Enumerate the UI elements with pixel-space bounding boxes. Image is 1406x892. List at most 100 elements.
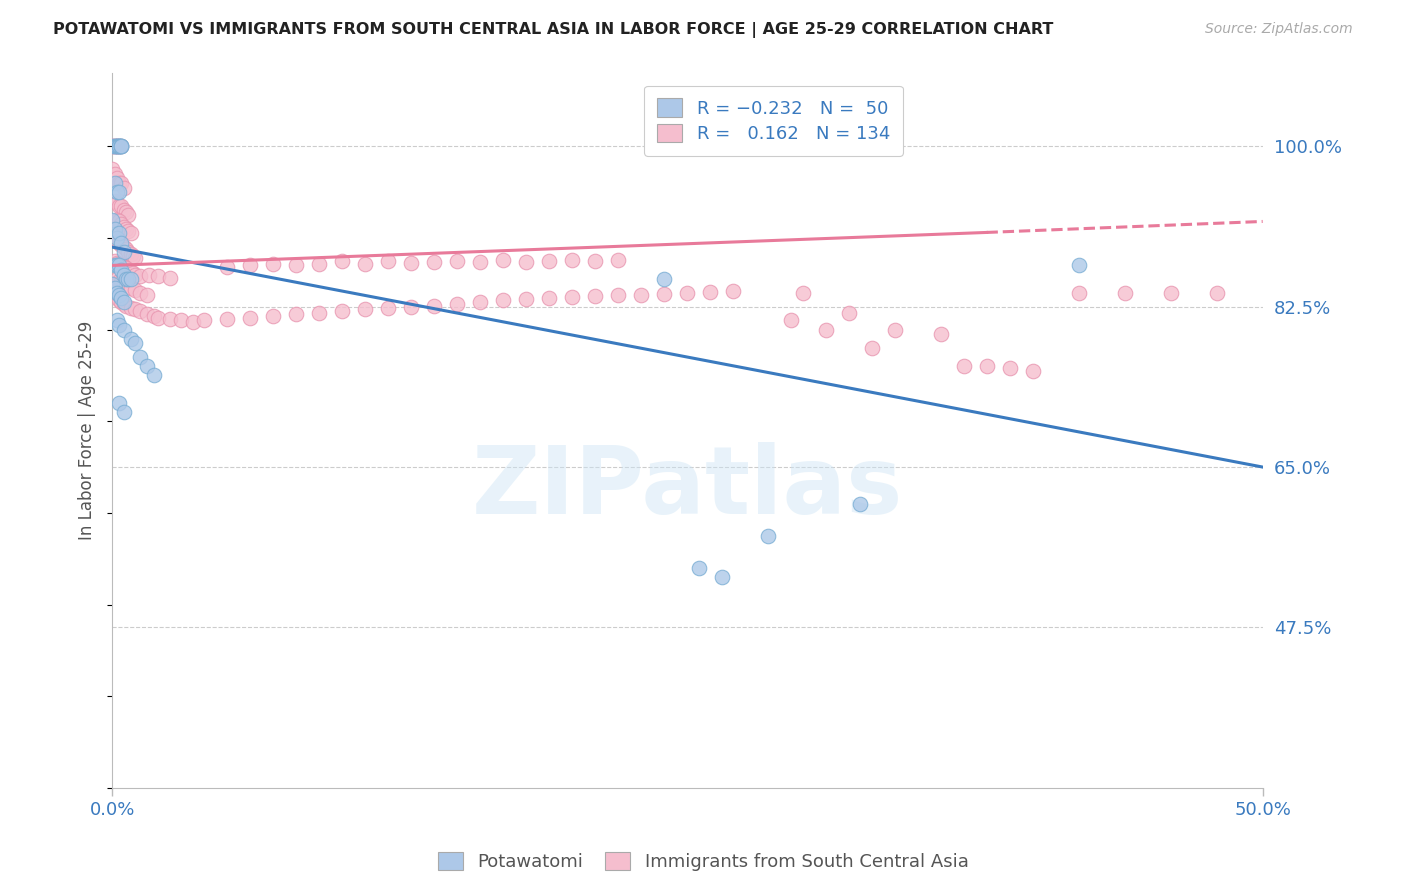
Point <box>108 214 131 228</box>
Text: ZIPatlas: ZIPatlas <box>472 442 903 533</box>
Point <box>108 274 131 288</box>
Point <box>492 252 515 267</box>
Point <box>181 315 204 329</box>
Text: POTAWATOMI VS IMMIGRANTS FROM SOUTH CENTRAL ASIA IN LABOR FORCE | AGE 25-29 CORR: POTAWATOMI VS IMMIGRANTS FROM SOUTH CENT… <box>53 22 1054 38</box>
Point <box>108 257 131 271</box>
Point <box>515 254 537 268</box>
Point <box>105 139 128 153</box>
Point <box>103 253 125 268</box>
Point <box>117 244 139 259</box>
Point <box>128 285 150 300</box>
Point <box>607 252 630 267</box>
Point <box>112 322 135 336</box>
Point <box>120 265 142 279</box>
Point <box>105 272 128 286</box>
Point <box>849 497 872 511</box>
Point <box>120 247 142 261</box>
Point <box>112 180 135 194</box>
Point <box>112 405 135 419</box>
Point <box>952 359 974 374</box>
Legend: R = −0.232   N =  50, R =   0.162   N = 134: R = −0.232 N = 50, R = 0.162 N = 134 <box>644 86 903 156</box>
Point <box>122 266 145 280</box>
Point <box>108 287 131 301</box>
Point <box>101 212 124 227</box>
Point <box>103 231 125 245</box>
Legend: Potawatomi, Immigrants from South Central Asia: Potawatomi, Immigrants from South Centra… <box>430 845 976 879</box>
Point <box>112 295 135 310</box>
Point <box>105 139 128 153</box>
Point <box>1160 285 1182 300</box>
Point <box>814 322 837 336</box>
Point <box>148 269 170 284</box>
Point <box>792 285 814 300</box>
Point <box>676 285 699 300</box>
Point <box>110 217 132 231</box>
Point <box>217 260 239 275</box>
Point <box>883 322 905 336</box>
Point <box>330 253 353 268</box>
Point <box>108 293 131 308</box>
Point <box>285 259 308 273</box>
Point <box>998 361 1021 376</box>
Point <box>285 307 308 321</box>
Point <box>170 313 193 327</box>
Point <box>446 253 468 268</box>
Point <box>120 272 142 286</box>
Point <box>860 341 883 355</box>
Point <box>124 336 146 351</box>
Point <box>101 277 124 291</box>
Point <box>1021 364 1043 378</box>
Point <box>103 139 125 153</box>
Point <box>377 301 399 315</box>
Point <box>470 254 492 268</box>
Point <box>117 208 139 222</box>
Point <box>354 257 377 271</box>
Point <box>159 271 181 285</box>
Point <box>538 291 561 305</box>
Point <box>110 275 132 289</box>
Point <box>124 268 146 282</box>
Point <box>561 290 583 304</box>
Point <box>120 301 142 315</box>
Point <box>124 283 146 297</box>
Point <box>377 253 399 268</box>
Point <box>105 185 128 199</box>
Point <box>115 261 138 276</box>
Point <box>1205 285 1227 300</box>
Point <box>723 284 745 298</box>
Point <box>115 278 138 293</box>
Point <box>688 561 710 575</box>
Point <box>401 255 423 269</box>
Point <box>108 139 131 153</box>
Point <box>103 259 125 273</box>
Point <box>105 139 128 153</box>
Point <box>108 259 131 273</box>
Point <box>838 306 860 320</box>
Point <box>710 570 733 584</box>
Point <box>128 350 150 364</box>
Point <box>470 295 492 310</box>
Point <box>1067 259 1090 273</box>
Point <box>142 309 165 323</box>
Point <box>583 253 606 268</box>
Point <box>654 286 676 301</box>
Point <box>105 255 128 269</box>
Point <box>108 139 131 153</box>
Text: Source: ZipAtlas.com: Source: ZipAtlas.com <box>1205 22 1353 37</box>
Point <box>101 162 124 177</box>
Point <box>117 272 139 286</box>
Point <box>128 304 150 318</box>
Point <box>135 359 157 374</box>
Point <box>105 259 128 273</box>
Point <box>654 272 676 286</box>
Point <box>103 139 125 153</box>
Point <box>110 199 132 213</box>
Point <box>108 235 131 250</box>
Point <box>630 287 652 301</box>
Point <box>135 287 157 301</box>
Point <box>423 299 446 313</box>
Point <box>515 293 537 307</box>
Point <box>105 212 128 227</box>
Point <box>105 171 128 186</box>
Point <box>110 139 132 153</box>
